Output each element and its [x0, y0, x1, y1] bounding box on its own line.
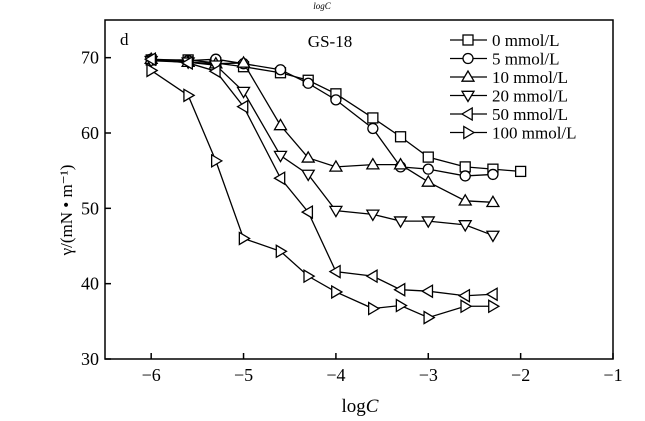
- x-tick-label: −3: [419, 365, 438, 385]
- triangle-left-marker: [236, 99, 249, 114]
- triangle-up-marker: [485, 195, 501, 208]
- triangle-right-marker: [331, 284, 344, 300]
- triangle-left-marker: [365, 268, 378, 284]
- triangle-left-marker: [180, 55, 193, 71]
- triangle-left-marker: [273, 171, 286, 186]
- x-tick-label: −6: [142, 365, 161, 385]
- triangle-down-marker: [421, 216, 436, 229]
- triangle-right-marker: [210, 153, 224, 169]
- triangle-right-marker: [488, 299, 501, 314]
- x-tick-label: −4: [326, 365, 345, 385]
- square-marker: [514, 165, 527, 178]
- triangle-up-marker: [458, 193, 473, 206]
- circle-marker: [302, 77, 314, 89]
- series-line: [151, 58, 493, 177]
- triangle-left-marker: [420, 284, 434, 299]
- legend-label: 10 mmol/L: [492, 68, 568, 87]
- triangle-right-marker: [275, 244, 288, 259]
- legend-label: 0 mmol/L: [492, 31, 560, 50]
- y-tick-label: 70: [81, 48, 99, 68]
- triangle-down-marker: [273, 150, 288, 163]
- triangle-right-marker: [463, 125, 476, 140]
- triangle-right-marker: [460, 299, 473, 314]
- x-tick-label: −1: [603, 365, 622, 385]
- triangle-up-marker: [393, 157, 408, 170]
- triangle-right-marker: [395, 298, 408, 313]
- legend-item: 100 mmol/L: [450, 124, 577, 143]
- triangle-left-marker: [328, 264, 341, 279]
- square-marker: [367, 112, 379, 124]
- circle-marker: [462, 52, 474, 65]
- legend-label: 5 mmol/L: [492, 50, 560, 69]
- square-marker: [422, 151, 434, 163]
- triangle-down-marker: [236, 86, 251, 99]
- series-5: [146, 63, 501, 325]
- circle-marker: [330, 94, 342, 106]
- triangle-down-marker: [460, 90, 476, 103]
- series-3: [144, 55, 501, 243]
- triangle-right-marker: [146, 63, 159, 78]
- triangle-right-marker: [183, 88, 196, 103]
- circle-marker: [274, 64, 287, 76]
- y-tick-label: 50: [81, 198, 99, 218]
- triangle-left-marker: [393, 282, 406, 297]
- legend-item: 5 mmol/L: [450, 50, 560, 69]
- panel-label: d: [120, 30, 129, 49]
- triangle-down-marker: [365, 209, 380, 222]
- triangle-left-marker: [300, 204, 314, 220]
- y-tick-label: 40: [81, 274, 99, 294]
- triangle-down-marker: [485, 230, 501, 243]
- y-tick-label: 60: [81, 123, 99, 143]
- triangle-up-marker: [421, 174, 436, 187]
- triangle-right-marker: [368, 301, 381, 316]
- square-marker: [394, 131, 407, 143]
- legend-label: 50 mmol/L: [492, 105, 568, 124]
- triangle-left-marker: [457, 288, 471, 303]
- triangle-up-marker: [328, 159, 344, 172]
- x-axis-label: logC: [342, 396, 379, 417]
- y-tick-label: 30: [81, 349, 99, 369]
- triangle-up-marker: [365, 157, 380, 170]
- triangle-down-marker: [301, 169, 316, 182]
- triangle-left-marker: [460, 106, 473, 122]
- triangle-left-marker: [143, 52, 157, 67]
- series-line: [150, 69, 493, 319]
- triangle-left-marker: [208, 64, 221, 79]
- triangle-down-marker: [393, 216, 408, 229]
- plot-frame: [104, 19, 614, 360]
- triangle-up-marker: [236, 55, 251, 68]
- legend-item: 50 mmol/L: [450, 105, 568, 124]
- square-marker: [462, 34, 474, 46]
- circle-marker: [459, 170, 471, 182]
- triangle-right-marker: [238, 231, 251, 246]
- legend-label: 20 mmol/L: [492, 87, 568, 106]
- triangle-up-marker: [273, 118, 288, 131]
- series-2: [144, 51, 501, 208]
- series-line: [151, 58, 493, 297]
- top-caption: logC: [313, 1, 332, 11]
- triangle-up-marker: [460, 69, 476, 82]
- triangle-down-marker: [458, 220, 473, 233]
- chart-title: GS-18: [308, 32, 352, 51]
- legend-item: 10 mmol/L: [450, 68, 568, 87]
- triangle-right-marker: [303, 268, 316, 284]
- circle-marker: [367, 122, 379, 135]
- x-tick-label: −5: [234, 365, 253, 385]
- x-tick-label: −2: [511, 365, 530, 385]
- circle-marker: [487, 168, 499, 181]
- y-axis-label: γ/(mN • m⁻¹): [57, 165, 76, 257]
- legend-label: 100 mmol/L: [492, 124, 577, 143]
- series-line: [151, 60, 494, 237]
- series-4: [143, 52, 498, 303]
- triangle-down-marker: [328, 205, 344, 218]
- legend-item: 0 mmol/L: [450, 31, 560, 50]
- legend-item: 20 mmol/L: [450, 87, 568, 106]
- circle-marker: [422, 163, 434, 175]
- triangle-right-marker: [423, 310, 436, 325]
- triangle-left-marker: [485, 287, 498, 302]
- triangle-up-marker: [301, 150, 316, 163]
